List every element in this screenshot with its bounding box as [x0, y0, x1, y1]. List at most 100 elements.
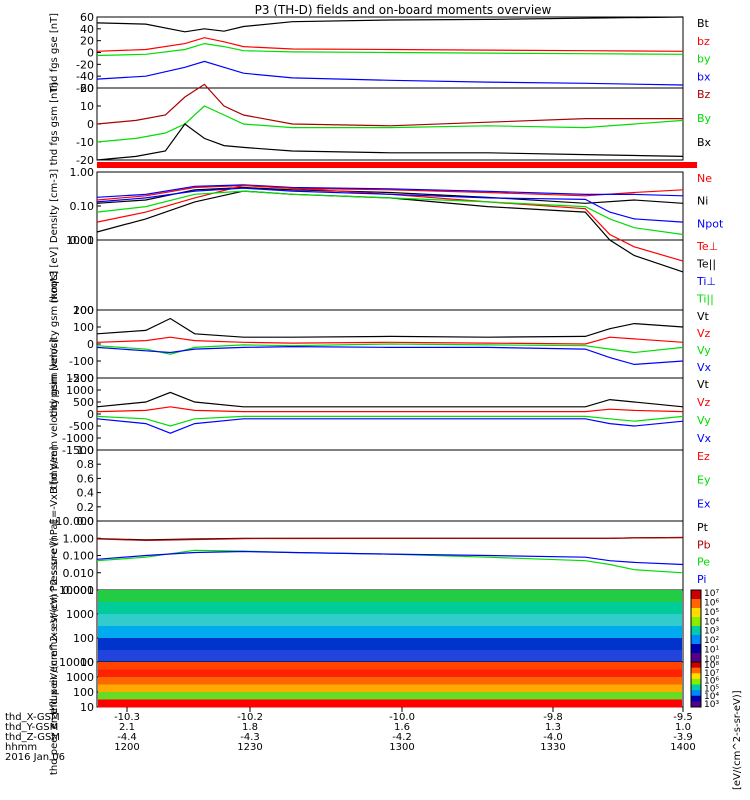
- series-line-pb: [96, 536, 684, 542]
- y-tick-label: 1.000: [63, 532, 95, 545]
- series-line-vy: [96, 415, 684, 427]
- series-line-pi: [96, 550, 684, 566]
- panel-frame: [96, 171, 684, 241]
- heatmap-band: [98, 692, 682, 700]
- colorbar-tick-label: 10³: [704, 627, 719, 637]
- y-tick-label: -1000: [62, 432, 94, 445]
- y-tick-label: -100: [69, 355, 94, 368]
- y-tick-label: 0: [87, 408, 94, 421]
- heatmap-band: [98, 614, 682, 627]
- y-tick-label: 0: [87, 118, 94, 131]
- series-line-vz: [96, 336, 684, 345]
- y-axis-label: Density [cm-3]: [49, 169, 60, 243]
- y-axis-label: thd peir en eflux eV/(cm^2-s-sr-eV): [49, 537, 60, 715]
- y-tick-label: 60: [80, 11, 94, 24]
- page-title: P3 (TH-D) fields and on-board moments ov…: [255, 3, 552, 17]
- legend-entry: bz: [697, 35, 710, 48]
- colorbar-segment: [691, 667, 701, 674]
- y-axis-label: E=-VxB [mV/m]: [49, 446, 60, 524]
- colorbar-tick-label: 10⁶: [704, 677, 719, 687]
- footer-value: -9.5: [673, 712, 693, 723]
- colorbar-tick-label: 10⁵: [704, 608, 719, 618]
- y-tick-label: 1.0: [77, 444, 95, 457]
- y-tick-label: 10: [80, 656, 94, 669]
- heatmap-band: [98, 684, 682, 693]
- footer-value: 1200: [114, 742, 139, 753]
- legend-entry: Ex: [697, 497, 711, 510]
- series-line-npot: [96, 184, 684, 198]
- colorbar-segment: [691, 673, 701, 680]
- legend-entry: Vt: [697, 310, 710, 323]
- colorbar-tick-label: 10²: [704, 636, 719, 646]
- series-line-vx: [96, 345, 684, 366]
- series-line-bx: [96, 60, 684, 86]
- legend-entry: Vt: [697, 378, 710, 391]
- panel-frame: [96, 520, 684, 591]
- footer-value: 1.8: [242, 722, 258, 733]
- colorbar-segment: [691, 635, 701, 645]
- y-axis-label: thd peem velocity gsm [km/s]: [49, 339, 60, 489]
- y-tick-label: 200: [73, 304, 94, 317]
- legend-entry: Bx: [697, 136, 712, 149]
- colorbar-segment: [691, 678, 701, 685]
- y-tick-label: 1000: [66, 234, 94, 247]
- legend-entry: Vz: [697, 327, 711, 340]
- panel-2: 20 10 0 -10 -20 thd fgs gsm [nT] Bz By Bx: [49, 82, 712, 167]
- y-tick-label: 1500: [66, 372, 94, 385]
- series-line-bz: [96, 37, 684, 52]
- y-tick-label: -200: [69, 372, 94, 385]
- footer-value: -4.2: [392, 732, 412, 743]
- y-tick-label: 1000: [66, 671, 94, 684]
- legend-entry: Te||: [696, 258, 716, 271]
- panel-9: 10000 1000 100 10 thd peir en eflux eV/(cm^2…: [49, 537, 719, 715]
- y-tick-label: 500: [73, 396, 94, 409]
- colorbar-segment: [691, 608, 701, 618]
- series-line-vy: [96, 343, 684, 355]
- legend-entry: Ey: [697, 474, 711, 487]
- colorbar-segment: [691, 690, 701, 697]
- y-tick-label: 0.4: [77, 487, 95, 500]
- series-line-bx: [96, 123, 684, 161]
- y-tick-label: 0.010: [63, 567, 95, 580]
- footer-row-label: thd_Y-GSM: [5, 722, 58, 733]
- colorbar-segment: [691, 590, 701, 600]
- y-tick-label: 40: [80, 23, 94, 36]
- colorbar-label: [eV/(cm^2-s-sr-eV)]: [732, 690, 743, 790]
- legend-entry: Pe: [697, 556, 710, 569]
- legend-entry: Vy: [697, 344, 711, 357]
- colorbar-tick-label: 10⁵: [704, 684, 719, 694]
- colorbar-tick-label: 10³: [704, 700, 719, 710]
- legend-entry: Pb: [697, 538, 711, 551]
- legend-entry: Ti||: [696, 293, 714, 306]
- legend-entry: by: [697, 53, 711, 66]
- y-tick-label: 10.000: [56, 515, 95, 528]
- panel-frame: [96, 449, 684, 522]
- y-axis-label: moqt3 [eV]: [49, 247, 60, 304]
- y-tick-label: 1000: [66, 384, 94, 397]
- y-axis-label: Pressure [nPa]: [49, 520, 60, 592]
- heatmap-band: [98, 602, 682, 615]
- footer-value: 1300: [389, 742, 414, 753]
- footer-value: -4.0: [543, 732, 563, 743]
- legend-entry: Te⊥: [696, 240, 718, 253]
- panel-7: 1.00.80.6 0.40.20.0 E=-VxB [mV/m] Ez Ey Ex: [49, 444, 711, 528]
- legend-entry: Pt: [697, 521, 709, 534]
- legend-entry: Ni: [697, 195, 708, 208]
- footer-row-label: hhmm: [5, 742, 37, 753]
- legend-entry: Ti⊥: [696, 275, 716, 288]
- y-tick-label: 10000: [59, 656, 94, 669]
- y-tick-label: 10: [80, 701, 94, 714]
- y-tick-label: 0.01: [70, 234, 95, 247]
- legend-entry: Ez: [697, 450, 710, 463]
- y-tick-label: 0: [87, 47, 94, 60]
- panel-10: 10000 1000 100 10 thd peer en eflux eV/(cm^2…: [49, 594, 719, 775]
- y-tick-label: 100: [73, 632, 94, 645]
- footer-value: 2.1: [119, 722, 135, 733]
- colorbar-tick-label: 10⁷: [704, 589, 719, 599]
- y-tick-label: 0.6: [77, 472, 95, 485]
- footer-value: -10.2: [237, 712, 263, 723]
